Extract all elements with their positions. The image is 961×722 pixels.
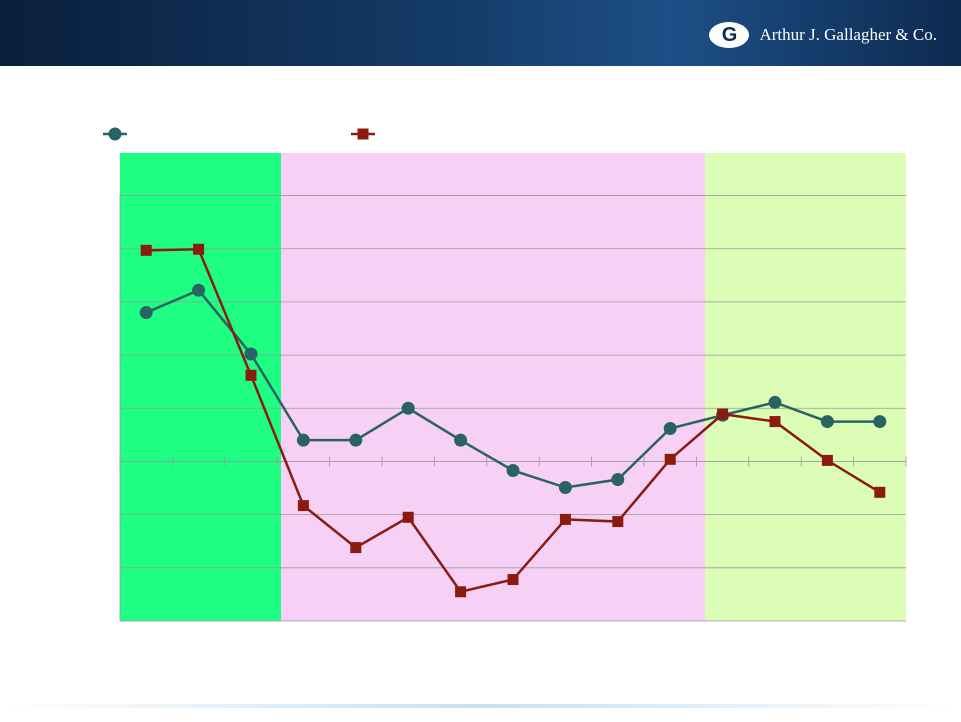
data-point [663, 421, 677, 435]
phase-band [705, 153, 906, 621]
data-point [717, 408, 729, 420]
data-point [506, 463, 520, 477]
data-point [401, 401, 415, 415]
data-point [350, 542, 362, 554]
data-point [558, 481, 572, 495]
data-point [297, 500, 309, 512]
data-point [820, 415, 834, 429]
data-point [611, 473, 625, 487]
data-point [454, 433, 468, 447]
logo-icon: G [709, 22, 750, 48]
data-point [664, 453, 676, 465]
data-point [296, 433, 310, 447]
data-point [349, 433, 363, 447]
data-point [245, 369, 257, 381]
data-point [140, 244, 152, 256]
data-point [357, 128, 369, 140]
data-point [244, 347, 258, 361]
data-point [768, 395, 782, 409]
data-point [192, 283, 206, 297]
header: G Arthur J. Gallagher & Co. [0, 0, 961, 66]
data-point [559, 513, 571, 525]
data-point [455, 586, 467, 598]
phase-band [120, 153, 281, 621]
data-point [769, 416, 781, 428]
logo-text: Arthur J. Gallagher & Co. [759, 25, 937, 44]
data-point [874, 486, 886, 498]
logo: G Arthur J. Gallagher & Co. [709, 22, 937, 48]
data-point [821, 454, 833, 466]
data-point [139, 306, 153, 320]
data-point [612, 516, 624, 528]
footer-line [0, 704, 961, 708]
data-point [193, 243, 205, 255]
data-point [507, 574, 519, 586]
data-point [402, 511, 414, 523]
data-point [873, 415, 887, 429]
data-point [108, 127, 122, 141]
phase-band [281, 153, 705, 621]
